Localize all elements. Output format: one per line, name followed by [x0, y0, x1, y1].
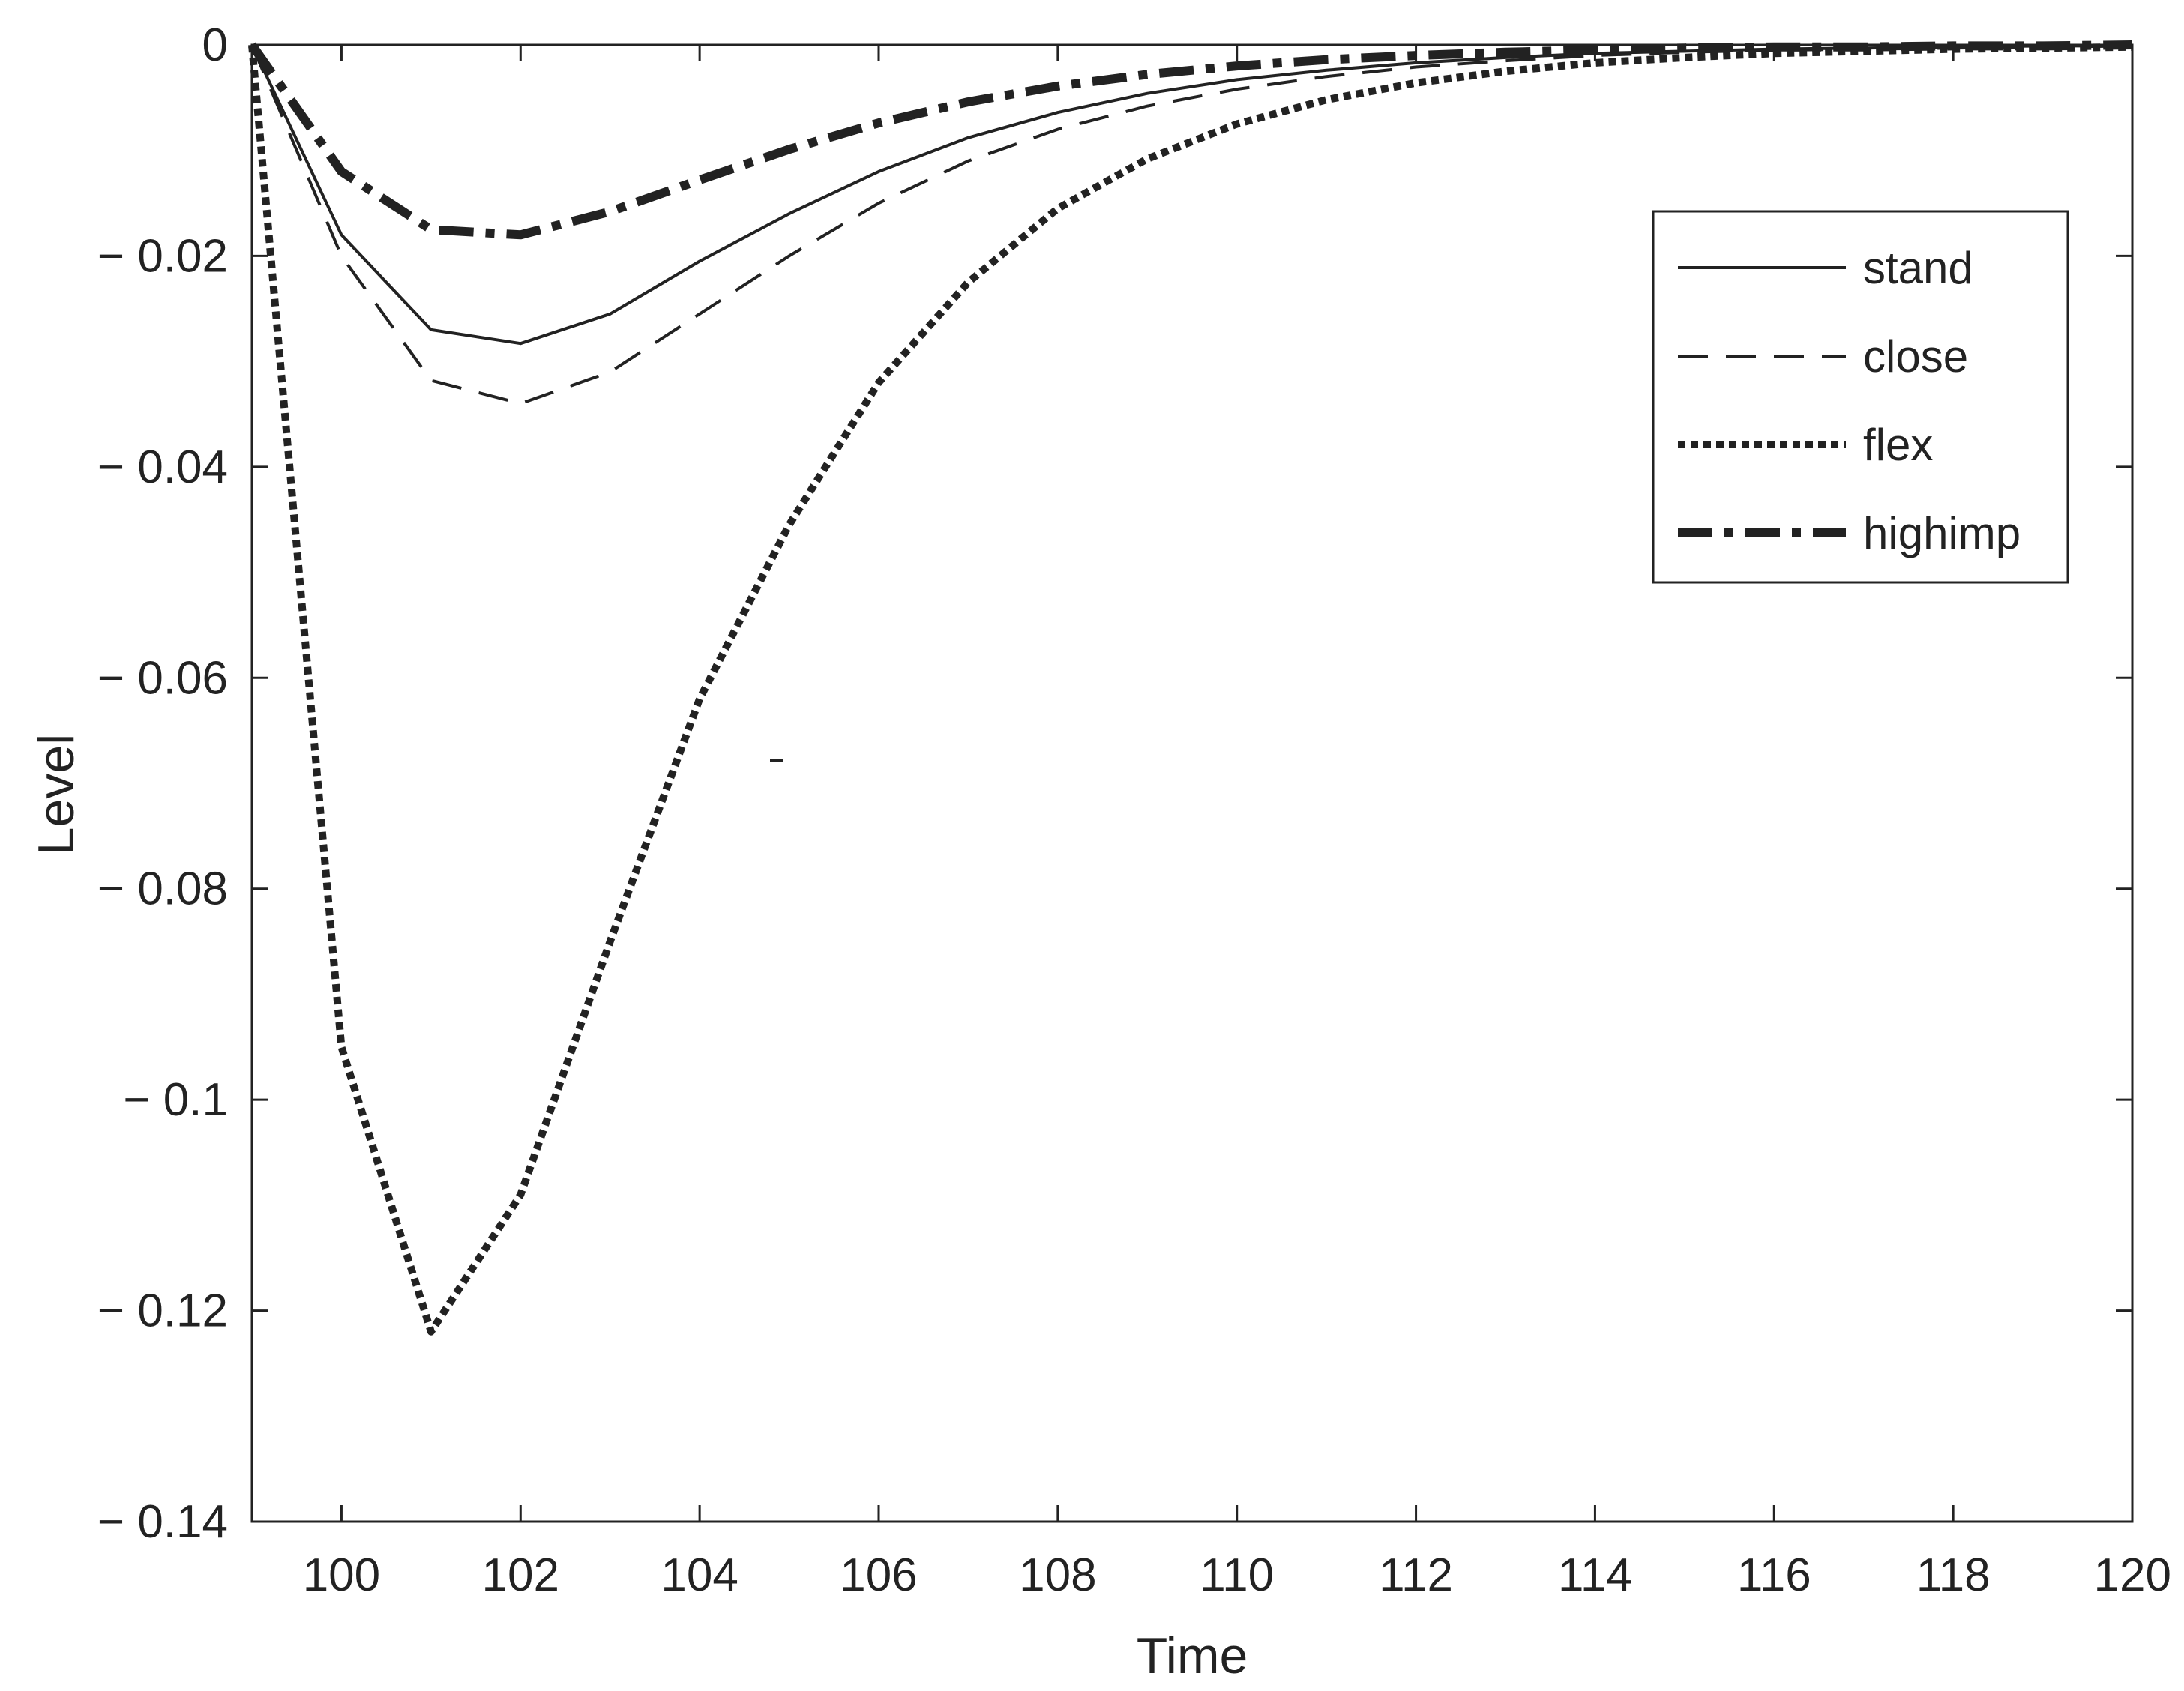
x-tick-label: 116 [1737, 1549, 1811, 1601]
legend-label-highimp: highimp [1863, 508, 2021, 558]
y-tick-label: − 0.12 [97, 1285, 228, 1337]
y-tick-label: − 0.04 [97, 441, 228, 493]
legend: stand close flex highimp [1652, 210, 2069, 584]
series-line-highimp [248, 40, 2133, 240]
x-tick-label: 104 [661, 1549, 738, 1601]
y-tick-label: − 0.08 [97, 863, 228, 915]
y-tick-label: − 0.1 [123, 1074, 228, 1126]
x-tick-label: 100 [303, 1549, 380, 1601]
x-tick-label: 120 [2094, 1549, 2171, 1601]
x-tick-label: 108 [1019, 1549, 1096, 1601]
y-tick-label: − 0.14 [97, 1496, 228, 1548]
y-tick-label: − 0.02 [97, 230, 228, 282]
legend-label-stand: stand [1863, 243, 1973, 293]
x-tick-label: 102 [482, 1549, 559, 1601]
legend-items: stand close flex highimp [1678, 243, 2021, 558]
x-axis-ticks: 100 102 104 106 108 110 112 114 116 118 120 [303, 45, 2171, 1601]
legend-box [1652, 210, 2069, 584]
y-tick-label: 0 [202, 19, 228, 71]
y-axis-title: Level [28, 734, 85, 856]
series-line-flex [248, 43, 2133, 1336]
y-tick-label: − 0.06 [97, 652, 228, 704]
x-tick-label: 106 [840, 1549, 917, 1601]
x-tick-label: 114 [1558, 1549, 1632, 1601]
legend-label-flex: flex [1863, 420, 1933, 470]
series-layer [248, 40, 2133, 1336]
x-tick-label: 110 [1200, 1549, 1274, 1601]
stray-mark [770, 759, 783, 762]
x-axis-title: Time [1137, 1627, 1248, 1684]
legend-label-close: close [1863, 331, 1968, 382]
x-tick-label: 112 [1379, 1549, 1453, 1601]
x-tick-label: 118 [1916, 1549, 1991, 1601]
y-axis-ticks: 0 − 0.02 − 0.04 − 0.06 − 0.08 − 0.1 − 0.12 − 0.… [97, 19, 2132, 1548]
